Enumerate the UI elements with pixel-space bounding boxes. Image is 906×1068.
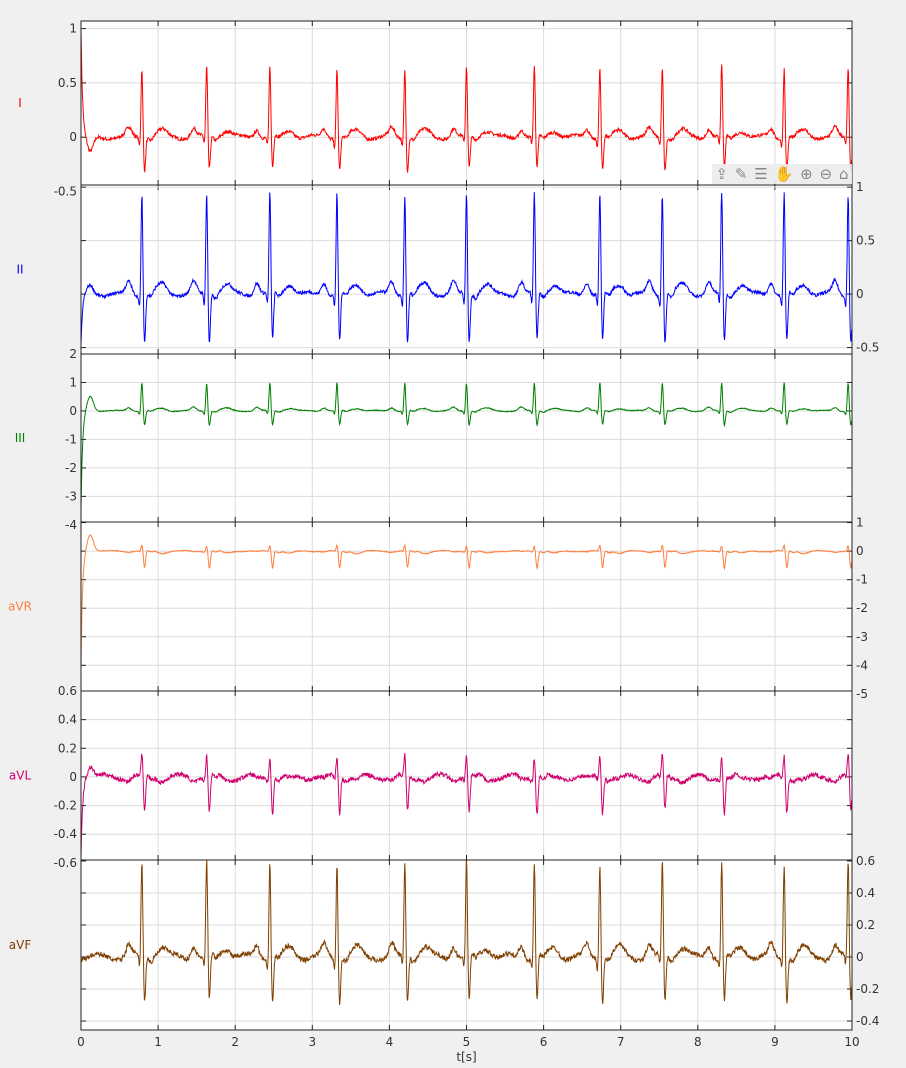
y-tick-label: 0 xyxy=(856,544,864,558)
series-line-aVR xyxy=(80,534,853,666)
x-tick-label: 2 xyxy=(231,1035,239,1049)
y-tick-label: 1 xyxy=(856,516,864,530)
lead-label-II: II xyxy=(16,263,23,277)
zoom-in-icon[interactable]: ⊕ xyxy=(800,165,813,183)
y-tick-label: 1 xyxy=(69,22,77,36)
y-tick-label: 0.4 xyxy=(856,886,875,900)
x-tick-label: 7 xyxy=(617,1035,625,1049)
panel-border xyxy=(80,859,853,1031)
y-tick-label: 1 xyxy=(69,375,77,389)
series-line-aVL xyxy=(80,753,853,859)
y-tick-label: 0.6 xyxy=(58,684,77,698)
y-tick-label: -0.2 xyxy=(54,799,77,813)
y-tick-label: -0.5 xyxy=(54,185,77,199)
y-tick-label: -1 xyxy=(65,432,77,446)
lead-label-aVL: aVL xyxy=(9,769,32,783)
y-tick-label: -0.5 xyxy=(856,341,879,355)
export-icon[interactable]: ⇪ xyxy=(715,165,728,183)
y-tick-label: -0.6 xyxy=(54,856,77,870)
y-tick-label: 1 xyxy=(856,180,864,194)
y-tick-label: 0.5 xyxy=(856,234,875,248)
x-axis-label: t[s] xyxy=(456,1050,476,1064)
series-line-III xyxy=(80,382,853,510)
x-tick-label: 1 xyxy=(154,1035,162,1049)
y-tick-label: -4 xyxy=(856,658,868,672)
y-tick-label: -3 xyxy=(65,489,77,503)
x-tick-label: 0 xyxy=(77,1035,85,1049)
pan-icon[interactable]: ✋ xyxy=(774,165,794,183)
x-tick-label: 5 xyxy=(463,1035,471,1049)
y-tick-label: -0.4 xyxy=(856,1014,879,1028)
y-tick-label: 0.2 xyxy=(58,741,77,755)
y-tick-label: 0.5 xyxy=(58,76,77,90)
series-line-I xyxy=(80,30,853,173)
y-tick-label: -2 xyxy=(856,601,868,615)
x-tick-label: 3 xyxy=(308,1035,316,1049)
data-tips-icon[interactable]: ☰ xyxy=(754,165,768,183)
brush-icon[interactable]: ✎ xyxy=(734,165,748,183)
y-tick-label: 0 xyxy=(856,950,864,964)
axes-toolbar: ⇪ ✎ ☰ ✋ ⊕ ⊖ ⌂ xyxy=(712,164,852,184)
y-tick-label: 0 xyxy=(69,404,77,418)
y-tick-label: 0.2 xyxy=(856,918,875,932)
y-tick-label: -2 xyxy=(65,461,77,475)
y-tick-label: 0 xyxy=(69,770,77,784)
x-tick-label: 4 xyxy=(386,1035,394,1049)
y-tick-label: -5 xyxy=(856,687,868,701)
zoom-out-icon[interactable]: ⊖ xyxy=(819,165,833,183)
y-tick-label: 2 xyxy=(69,347,77,361)
y-tick-label: 0.6 xyxy=(856,854,875,868)
y-tick-label: 0 xyxy=(856,287,864,301)
y-tick-label: -0.2 xyxy=(856,982,879,996)
x-tick-label: 10 xyxy=(844,1035,859,1049)
lead-label-III: III xyxy=(15,431,26,445)
y-tick-label: -3 xyxy=(856,630,868,644)
y-tick-label: 0 xyxy=(69,130,77,144)
x-tick-label: 6 xyxy=(540,1035,548,1049)
y-tick-label: -1 xyxy=(856,573,868,587)
home-icon[interactable]: ⌂ xyxy=(839,165,849,183)
lead-label-aVR: aVR xyxy=(8,600,32,614)
y-tick-label: -0.4 xyxy=(54,827,77,841)
lead-label-aVF: aVF xyxy=(9,938,32,952)
x-tick-label: 9 xyxy=(771,1035,779,1049)
lead-label-I: I xyxy=(18,96,22,110)
y-tick-label: -4 xyxy=(65,518,77,532)
x-tick-label: 8 xyxy=(694,1035,702,1049)
series-line-II xyxy=(80,192,853,345)
y-tick-label: 0.4 xyxy=(58,713,77,727)
